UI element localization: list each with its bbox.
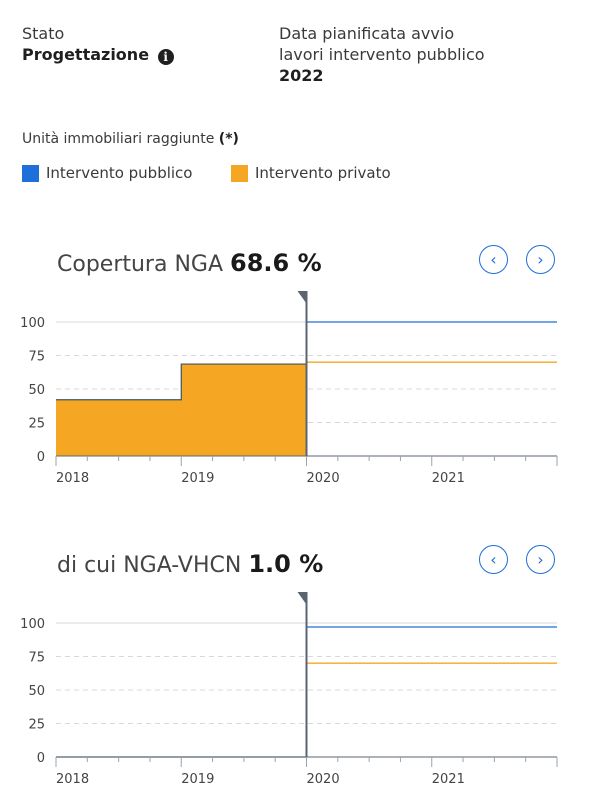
chart-copertura-nga: 0 25 50 75 100 2018 2019 2020 2021 (20, 291, 558, 486)
legend-swatch-privato (231, 164, 248, 182)
data-avvio-label-line2: lavori intervento pubblico (279, 45, 485, 64)
legend-item-pubblico: Intervento pubblico (22, 164, 192, 182)
chart-title-value: 68.6 % (230, 249, 322, 277)
x-tick-label: 2019 (181, 471, 214, 486)
series-area-intervento-privato (56, 364, 307, 456)
y-tick-label: 25 (28, 718, 45, 733)
legend-swatch-pubblico (22, 164, 39, 182)
chart2-prev-button[interactable]: ‹ (479, 545, 508, 574)
chart-nga-vhcn: 0 25 50 75 100 2018 2019 2020 2021 (20, 592, 558, 787)
x-tick-label: 2021 (432, 772, 465, 787)
data-avvio-value: 2022 (279, 66, 324, 85)
chevron-left-icon: ‹ (490, 250, 497, 269)
chart2-next-button[interactable]: › (526, 545, 555, 574)
chart1-prev-button[interactable]: ‹ (479, 245, 508, 274)
x-tick-label: 2021 (432, 471, 465, 486)
y-tick-label: 0 (37, 751, 45, 766)
y-tick-label: 100 (20, 316, 45, 331)
y-tick-label: 25 (28, 417, 45, 432)
chevron-right-icon: › (537, 250, 544, 269)
x-tick-label: 2018 (56, 471, 89, 486)
stato-block: Stato Progettazione i (22, 23, 174, 65)
stato-value: Progettazione (22, 45, 150, 64)
chart-title-copertura-nga: Copertura NGA 68.6 % (57, 249, 322, 277)
y-tick-label: 50 (28, 383, 45, 398)
y-tick-label: 50 (28, 684, 45, 699)
current-date-marker-flag (297, 291, 308, 305)
chart1-next-button[interactable]: › (526, 245, 555, 274)
y-tick-label: 0 (37, 450, 45, 465)
units-title: Unità immobiliari raggiunte (*) (22, 131, 239, 147)
stato-label: Stato (22, 24, 65, 43)
legend-item-privato: Intervento privato (231, 164, 391, 182)
chart-title-text: di cui NGA-VHCN (57, 553, 242, 578)
units-title-text: Unità immobiliari raggiunte (22, 131, 215, 147)
legend-label-pubblico: Intervento pubblico (46, 164, 193, 182)
y-tick-label: 75 (28, 651, 45, 666)
x-tick-label: 2020 (307, 772, 340, 787)
series-area-outline (56, 363, 307, 401)
x-tick-label: 2020 (307, 471, 340, 486)
data-avvio-label-line1: Data pianificata avvio (279, 24, 455, 43)
units-title-suffix: (*) (218, 131, 239, 147)
chart-title-value: 1.0 % (248, 550, 324, 578)
info-icon[interactable]: i (157, 49, 174, 65)
legend-label-privato: Intervento privato (255, 164, 391, 182)
chart-title-text: Copertura NGA (57, 252, 224, 277)
data-avvio-block: Data pianificata avvio lavori intervento… (279, 23, 539, 86)
current-date-marker-flag (297, 592, 308, 606)
chart-title-nga-vhcn: di cui NGA-VHCN 1.0 % (57, 550, 323, 578)
chevron-left-icon: ‹ (490, 550, 497, 569)
y-tick-label: 75 (28, 350, 45, 365)
x-tick-label: 2019 (181, 772, 214, 787)
chevron-right-icon: › (537, 550, 544, 569)
y-tick-label: 100 (20, 617, 45, 632)
x-tick-label: 2018 (56, 772, 89, 787)
